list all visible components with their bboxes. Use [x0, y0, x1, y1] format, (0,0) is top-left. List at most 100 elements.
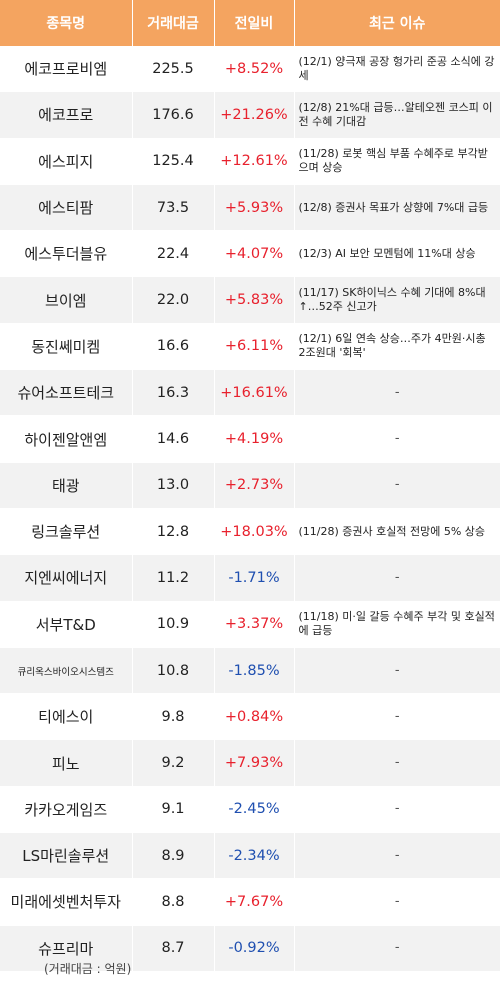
price-change: +7.67%	[214, 878, 295, 926]
stock-name: 지엔씨에너지	[0, 554, 133, 602]
trade-volume: 16.3	[132, 369, 215, 416]
stock-name: 티에스이	[0, 693, 133, 740]
stock-name: 브이엠	[0, 276, 133, 324]
table-row: 에스투더블유 22.4 +4.07% (12/3) AI 보안 모멘텀에 11%대 상…	[0, 230, 500, 277]
recent-issue: (12/8) 21%대 급등…알테오젠 코스피 이전 수혜 기대감	[294, 91, 500, 139]
trade-volume: 22.4	[132, 230, 215, 277]
trade-volume: 11.2	[132, 554, 215, 602]
stock-name: 에코프로	[0, 91, 133, 139]
price-change: -0.92%	[214, 925, 295, 972]
table-row: 에코프로비엠 225.5 +8.52% (12/1) 양극재 공장 헝가리 준공 소식…	[0, 46, 500, 92]
table-row: 태광 13.0 +2.73% -	[0, 462, 500, 509]
stock-name: 슈어소프트테크	[0, 369, 133, 416]
recent-issue: (12/8) 증권사 목표가 상향에 7%대 급등	[294, 184, 500, 231]
stock-name: 에스티팜	[0, 184, 133, 231]
header-issue: 최근 이슈	[294, 0, 500, 46]
table-row: 피노 9.2 +7.93% -	[0, 739, 500, 787]
trade-volume: 176.6	[132, 91, 215, 139]
recent-issue: -	[294, 832, 500, 879]
header-name: 종목명	[0, 0, 133, 46]
trade-volume: 10.9	[132, 601, 215, 648]
recent-issue: (11/28) 로봇 핵심 부품 수혜주로 부각받으며 상승	[294, 138, 500, 185]
recent-issue: -	[294, 693, 500, 740]
table-body: 에코프로비엠 225.5 +8.52% (12/1) 양극재 공장 헝가리 준공 소식…	[0, 46, 500, 972]
price-change: -2.45%	[214, 786, 295, 833]
price-change: +16.61%	[214, 369, 295, 416]
header-row: 종목명 거래대금 전일비 최근 이슈	[0, 0, 500, 46]
stock-name: 슈프리마	[0, 925, 133, 972]
footnote: (거래대금 : 억원)	[44, 962, 132, 976]
stock-name: 큐리옥스바이오시스템즈	[0, 647, 133, 694]
table-row: 에스티팜 73.5 +5.93% (12/8) 증권사 목표가 상향에 7%대 급등	[0, 184, 500, 231]
stock-name: LS마린솔루션	[0, 832, 133, 879]
stock-name: 서부T&D	[0, 601, 133, 648]
trade-volume: 125.4	[132, 138, 215, 185]
table-row: 서부T&D 10.9 +3.37% (11/18) 미·일 갈등 수혜주 부각 및 호…	[0, 601, 500, 648]
recent-issue: (12/1) 6일 연속 상승…주가 4만원·시총 2조원대 '회복'	[294, 323, 500, 370]
trade-volume: 13.0	[132, 462, 215, 509]
price-change: -1.71%	[214, 554, 295, 602]
price-change: +5.83%	[214, 276, 295, 324]
recent-issue: -	[294, 739, 500, 787]
trade-volume: 8.7	[132, 925, 215, 972]
stock-name: 에스투더블유	[0, 230, 133, 277]
table-row: 동진쎄미켐 16.6 +6.11% (12/1) 6일 연속 상승…주가 4만원·시총…	[0, 323, 500, 370]
table-row: 슈프리마 8.7 -0.92% -	[0, 925, 500, 972]
price-change: +2.73%	[214, 462, 295, 509]
table-row: 큐리옥스바이오시스템즈 10.8 -1.85% -	[0, 647, 500, 694]
table-row: 미래에셋벤처투자 8.8 +7.67% -	[0, 878, 500, 926]
table-row: 지엔씨에너지 11.2 -1.71% -	[0, 554, 500, 602]
table-row: 에스피지 125.4 +12.61% (11/28) 로봇 핵심 부품 수혜주로 부각…	[0, 138, 500, 185]
price-change: +0.84%	[214, 693, 295, 740]
stock-name: 에코프로비엠	[0, 46, 133, 92]
stock-name: 링크솔루션	[0, 508, 133, 555]
table-row: 티에스이 9.8 +0.84% -	[0, 693, 500, 740]
trade-volume: 9.8	[132, 693, 215, 740]
trade-volume: 22.0	[132, 276, 215, 324]
price-change: -1.85%	[214, 647, 295, 694]
stock-name: 피노	[0, 739, 133, 787]
stock-name: 카카오게임즈	[0, 786, 133, 833]
trade-volume: 73.5	[132, 184, 215, 231]
recent-issue: (11/28) 증권사 호실적 전망에 5% 상승	[294, 508, 500, 555]
recent-issue: -	[294, 462, 500, 509]
recent-issue: -	[294, 925, 500, 972]
table-row: 브이엠 22.0 +5.83% (11/17) SK하이닉스 수혜 기대에 8%대↑……	[0, 276, 500, 324]
price-change: +4.19%	[214, 415, 295, 463]
price-change: +7.93%	[214, 739, 295, 787]
price-change: +5.93%	[214, 184, 295, 231]
table-row: 카카오게임즈 9.1 -2.45% -	[0, 786, 500, 833]
recent-issue: (12/1) 양극재 공장 헝가리 준공 소식에 강세	[294, 46, 500, 92]
trade-volume: 8.8	[132, 878, 215, 926]
trade-volume: 9.2	[132, 739, 215, 787]
trade-volume: 12.8	[132, 508, 215, 555]
trade-volume: 16.6	[132, 323, 215, 370]
table-row: 슈어소프트테크 16.3 +16.61% -	[0, 369, 500, 416]
recent-issue: (12/3) AI 보안 모멘텀에 11%대 상승	[294, 230, 500, 277]
stock-name: 태광	[0, 462, 133, 509]
recent-issue: (11/18) 미·일 갈등 수혜주 부각 및 호실적에 급등	[294, 601, 500, 648]
table-row: 하이젠알앤엠 14.6 +4.19% -	[0, 415, 500, 463]
trade-volume: 14.6	[132, 415, 215, 463]
price-change: -2.34%	[214, 832, 295, 879]
stock-name: 동진쎄미켐	[0, 323, 133, 370]
price-change: +12.61%	[214, 138, 295, 185]
recent-issue: -	[294, 786, 500, 833]
price-change: +6.11%	[214, 323, 295, 370]
stock-name: 하이젠알앤엠	[0, 415, 133, 463]
price-change: +8.52%	[214, 46, 295, 92]
recent-issue: (11/17) SK하이닉스 수혜 기대에 8%대↑…52주 신고가	[294, 276, 500, 324]
recent-issue: -	[294, 878, 500, 926]
stock-name: 미래에셋벤처투자	[0, 878, 133, 926]
stock-name: 에스피지	[0, 138, 133, 185]
recent-issue: -	[294, 554, 500, 602]
table-row: 에코프로 176.6 +21.26% (12/8) 21%대 급등…알테오젠 코스피 …	[0, 91, 500, 139]
table-row: LS마린솔루션 8.9 -2.34% -	[0, 832, 500, 879]
recent-issue: -	[294, 369, 500, 416]
price-change: +4.07%	[214, 230, 295, 277]
table-row: 링크솔루션 12.8 +18.03% (11/28) 증권사 호실적 전망에 5% 상…	[0, 508, 500, 555]
price-change: +21.26%	[214, 91, 295, 139]
header-change: 전일비	[214, 0, 295, 46]
